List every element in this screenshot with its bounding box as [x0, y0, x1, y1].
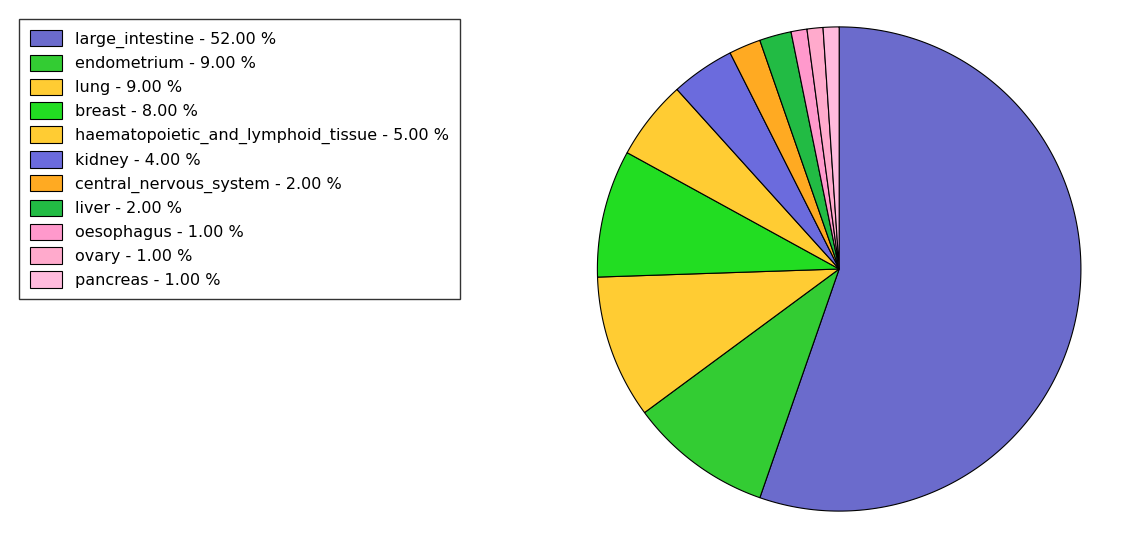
- Polygon shape: [598, 153, 839, 277]
- Polygon shape: [823, 27, 839, 269]
- Legend: large_intestine - 52.00 %, endometrium - 9.00 %, lung - 9.00 %, breast - 8.00 %,: large_intestine - 52.00 %, endometrium -…: [19, 19, 460, 299]
- Polygon shape: [677, 53, 839, 269]
- Polygon shape: [760, 27, 1081, 511]
- Polygon shape: [598, 269, 839, 413]
- Polygon shape: [730, 40, 839, 269]
- Polygon shape: [792, 29, 839, 269]
- Polygon shape: [760, 32, 839, 269]
- Polygon shape: [807, 27, 839, 269]
- Polygon shape: [627, 89, 839, 269]
- Polygon shape: [644, 269, 839, 498]
